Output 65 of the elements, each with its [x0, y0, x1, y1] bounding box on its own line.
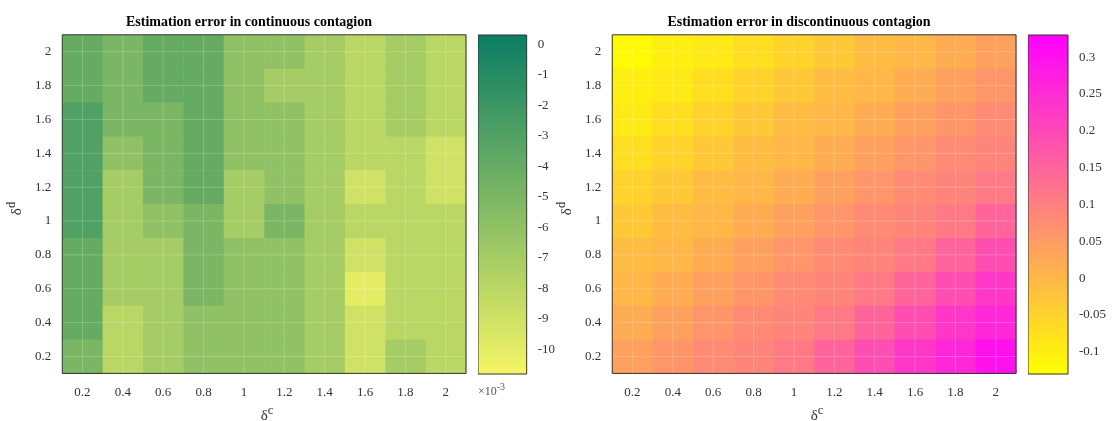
y-tick-label: 2: [594, 43, 602, 59]
y-tick-label: 1.8: [585, 77, 602, 93]
x-tick-label: 0.4: [114, 383, 132, 399]
y-tick-label: 0.2: [35, 347, 52, 363]
x-tick-label: 0.2: [624, 383, 641, 399]
y-tick-label: 1.4: [585, 144, 602, 160]
color-bar-label: -10: [537, 340, 556, 356]
color-bar-label: 0.05: [1079, 232, 1102, 248]
color-bar-label: 0.3: [1079, 48, 1096, 64]
y-tick-label: 1.4: [35, 144, 52, 160]
y-tick-label: 0.4: [35, 314, 52, 330]
chart-title: Estimation error in discontinuous contagion: [667, 14, 931, 30]
color-bar-label: -9: [537, 310, 549, 326]
color-bar-label: -1: [537, 66, 549, 82]
y-tick-label: 0.8: [585, 246, 602, 262]
color-bar-label: -5: [537, 188, 549, 204]
color-bar-label: 0.2: [1079, 122, 1096, 138]
y-tick-label: 0.2: [585, 347, 602, 363]
y-tick-label: 0.6: [35, 280, 52, 296]
y-tick-label: 1: [594, 212, 602, 228]
color-bar-label: -4: [537, 157, 549, 173]
y-tick-label: 2: [44, 43, 52, 59]
y-tick-label: 1.8: [35, 77, 52, 93]
x-tick-label: 1.4: [316, 383, 334, 399]
y-tick-label: 1.2: [585, 178, 602, 194]
color-bar-label: 0.1: [1079, 195, 1096, 211]
x-tick-label: 0.6: [155, 383, 172, 399]
x-tick-label: 1: [790, 383, 798, 399]
x-tick-label: 1.8: [947, 383, 964, 399]
x-tick-label: 1.2: [276, 383, 293, 399]
y-tick-label: 0.4: [585, 314, 602, 330]
x-tick-label: 1: [240, 383, 248, 399]
color-bar-label: 0.25: [1079, 85, 1102, 101]
color-bar-label: -2: [537, 96, 549, 112]
x-tick-label: 1.6: [906, 383, 924, 399]
color-bar-label: -3: [537, 127, 549, 143]
x-tick-label: 1.2: [826, 383, 843, 399]
x-axis-title: δ$^{c}$: [809, 403, 825, 421]
x-tick-label: 1.4: [866, 383, 884, 399]
x-tick-label: 1.8: [397, 383, 414, 399]
y-tick-label: 1.6: [585, 110, 602, 126]
x-tick-label: 0.8: [195, 383, 212, 399]
x-tick-label: 0.8: [745, 383, 762, 399]
y-tick-label: 1.6: [35, 110, 52, 126]
color-bar-label: -8: [537, 279, 549, 295]
x-tick-label: 2: [442, 383, 450, 399]
y-tick-label: 0.8: [35, 246, 52, 262]
y-tick-label: 1.2: [35, 178, 52, 194]
y-tick-label: 1: [44, 212, 52, 228]
color-bar-label: -6: [537, 218, 549, 234]
color-bar-label: 0.15: [1079, 159, 1102, 175]
color-bar-label: 0: [1079, 269, 1086, 285]
color-bar-label: -7: [537, 249, 549, 265]
x-tick-label: 0.6: [705, 383, 722, 399]
color-bar-label: 0: [537, 35, 545, 51]
x-tick-label: 0.4: [664, 383, 682, 399]
chart-title: Estimation error in continuous contagion: [125, 14, 373, 30]
x-tick-label: 0.2: [74, 383, 91, 399]
color-bar-label: -0.1: [1079, 343, 1100, 359]
text: ×10$^{-3}$: [478, 381, 507, 399]
y-tick-label: 0.6: [585, 280, 602, 296]
color-bar-label: -0.05: [1079, 306, 1107, 322]
x-axis-title: δ$^{c}$: [259, 403, 275, 421]
x-tick-label: 1.6: [356, 383, 374, 399]
x-tick-label: 2: [992, 383, 1000, 399]
